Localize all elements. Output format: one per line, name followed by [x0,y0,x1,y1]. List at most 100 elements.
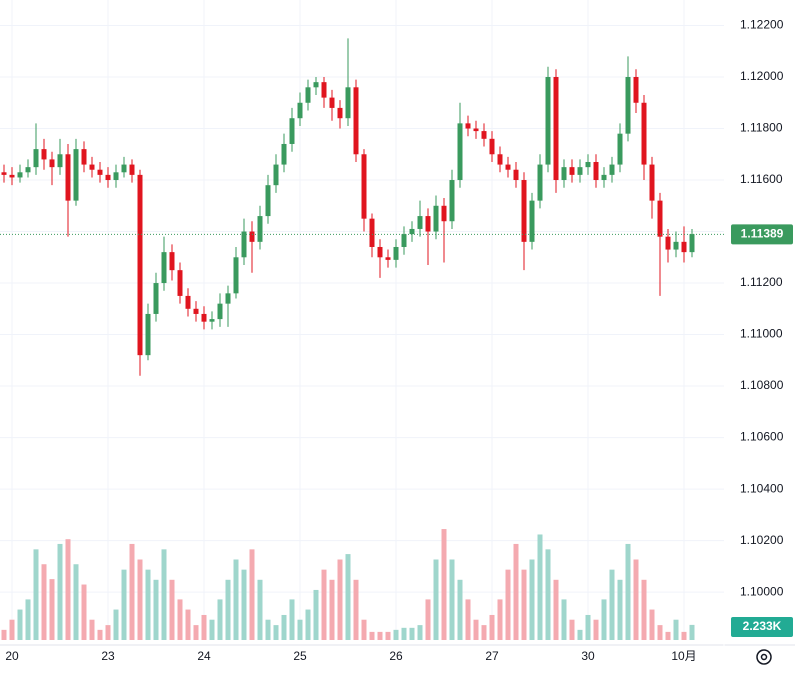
candle-body [121,164,127,173]
grid [0,0,724,640]
volume-bar [657,625,663,640]
volume-bar [321,569,327,640]
volume-bar [449,559,455,640]
candle-body [217,303,223,320]
candle-body [481,131,487,139]
candle-body [593,161,599,181]
volume-bar [441,529,447,640]
volume-bar [97,629,103,640]
last-price-box [731,224,793,245]
candle-body [209,319,215,322]
volume-bar [553,579,559,640]
y-tick-label: 1.11200 [740,275,783,289]
volume-bar [633,559,639,640]
last-volume-label: 2.233K [743,619,782,633]
volume-bar [161,549,167,640]
candle-body [633,77,639,103]
candle-body [201,313,207,322]
volume-bar [569,619,575,640]
y-tick-label: 1.12200 [740,18,784,32]
candle-body [641,102,647,165]
volume-bar [73,564,79,640]
y-tick-label: 1.10800 [740,378,784,392]
candle-body [105,174,111,181]
volume-bar [105,625,111,640]
y-tick-label: 1.10200 [740,533,784,547]
volume-bar [361,619,367,640]
x-tick-label: 30 [581,649,595,663]
volume-bar [505,569,511,640]
candle-body [89,164,95,170]
candle-body [241,231,247,258]
volume-bar [561,599,567,640]
volume-bar [521,569,527,640]
volume-bar [25,599,31,640]
settings-ring [756,649,772,665]
volume-bar [377,631,383,640]
candle-body [249,231,255,242]
volume-bar [33,549,39,640]
volume-bar [185,609,191,640]
candle-body [81,149,87,165]
volume-bar [625,543,631,640]
y-tick-label: 1.10600 [740,430,784,444]
candle-body [377,246,383,258]
last-price-label: 1.11389 [741,227,784,241]
candle-body [433,205,439,232]
volume-bar [513,543,519,640]
volume-bar [273,625,279,640]
candle-body [41,149,47,160]
volume-bar [201,614,207,640]
y-tick-label: 1.11000 [740,327,783,341]
volume-bar [65,539,71,640]
candle-body [689,234,695,253]
volume-bar [265,619,271,640]
volume-bar [417,625,423,640]
volume-bar [193,625,199,640]
candle-body [345,87,351,119]
volume-bar [137,559,143,640]
volume-bar [89,619,95,640]
candle-body [617,133,623,165]
candle-body [33,149,39,168]
candle-body [313,82,319,88]
settings-icon[interactable] [756,649,772,665]
candle-body [497,154,503,165]
x-tick-label: 24 [197,649,211,663]
candle-body [665,236,671,250]
volume-bar [369,631,375,640]
candle-body [561,167,567,181]
candle-body [273,164,279,186]
volume-bar [49,579,55,640]
last-volume-box [731,617,793,637]
volume-bar [121,569,127,640]
x-tick-label: 25 [293,649,307,663]
candle-body [185,295,191,309]
candle-body [129,164,135,175]
volume-bar [233,559,239,640]
volume-bar [545,549,551,640]
x-tick-label: 26 [389,649,403,663]
volume-bar [177,599,183,640]
candle-body [441,205,447,222]
candle-body [65,154,71,201]
candle-body [337,107,343,119]
volume-bar [497,599,503,640]
candle-body [681,241,687,253]
volume-bar [153,579,159,640]
candle-body [257,216,263,242]
volume-bar [681,631,687,640]
candle-body [521,180,527,242]
candle-body [1,172,7,175]
volume-bar [529,559,535,640]
y-tick-label: 1.10000 [740,584,784,598]
volume-bar [249,549,255,640]
candle-body [609,164,615,175]
candle-body [305,87,311,103]
candle-body [329,97,335,108]
candle-body [361,154,367,219]
candle-body [649,164,655,201]
candle-body [505,164,511,170]
candle-body [369,218,375,247]
